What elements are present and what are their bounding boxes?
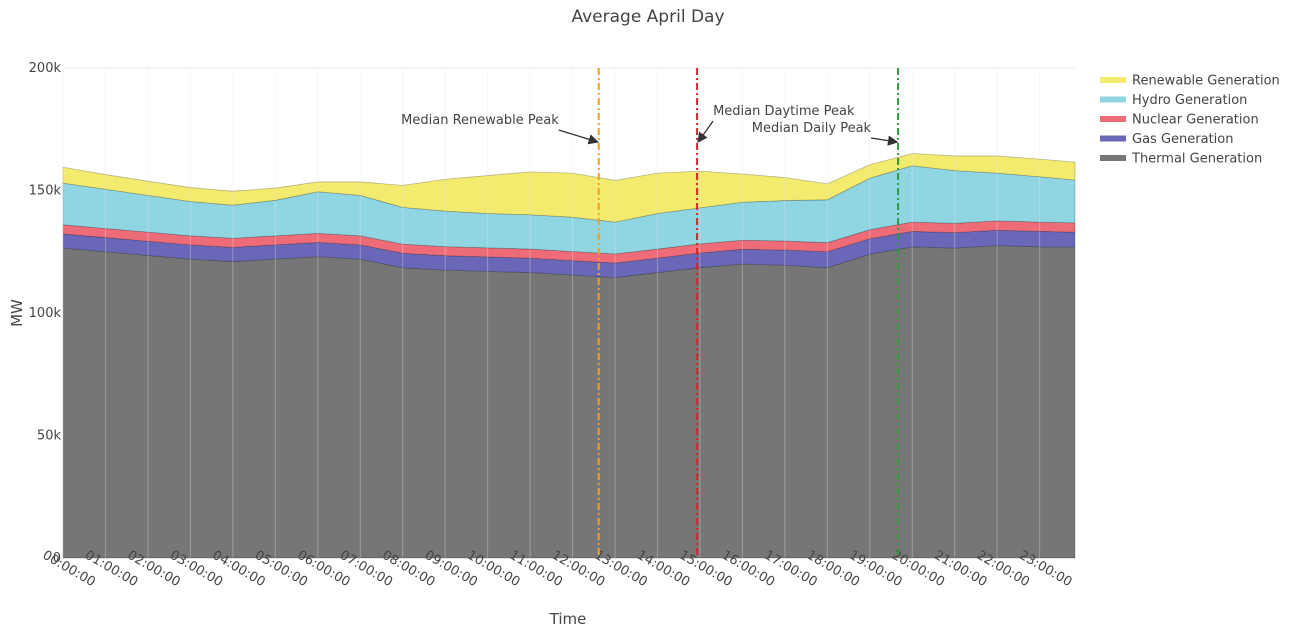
annotation: Median Daytime Peak [713,104,855,119]
legend-swatch [1100,96,1126,103]
y-tick-label: 0 [53,551,61,566]
y-tick-label: 150k [29,184,62,199]
area [62,245,1076,559]
area [62,165,1076,255]
legend-swatch [1100,116,1126,122]
legend-swatch [1100,77,1126,83]
area [62,220,1076,264]
y-tick-label: 200k [29,61,62,76]
annotation: Median Daily Peak [752,121,872,136]
annotation: Median Renewable Peak [401,113,559,128]
annotation-arrow [870,135,899,146]
legend-label: Renewable Generation [1132,74,1280,89]
legend-swatch [1100,135,1126,142]
legend-label: Gas Generation [1132,132,1233,147]
y-tick-label: 50k [37,429,62,444]
area [62,153,1076,223]
legend-label: Thermal Generation [1131,152,1262,167]
y-axis-title: MW [8,299,26,327]
chart-title: Average April Day [571,7,724,27]
legend-label: Hydro Generation [1132,93,1247,108]
annotation-arrow [697,120,714,144]
legend-label: Nuclear Generation [1132,113,1259,128]
legend-swatch [1100,155,1126,161]
x-axis-title: Time [549,610,587,628]
annotation-arrow [558,129,599,145]
area [62,229,1076,278]
y-tick-label: 100k [29,306,62,321]
